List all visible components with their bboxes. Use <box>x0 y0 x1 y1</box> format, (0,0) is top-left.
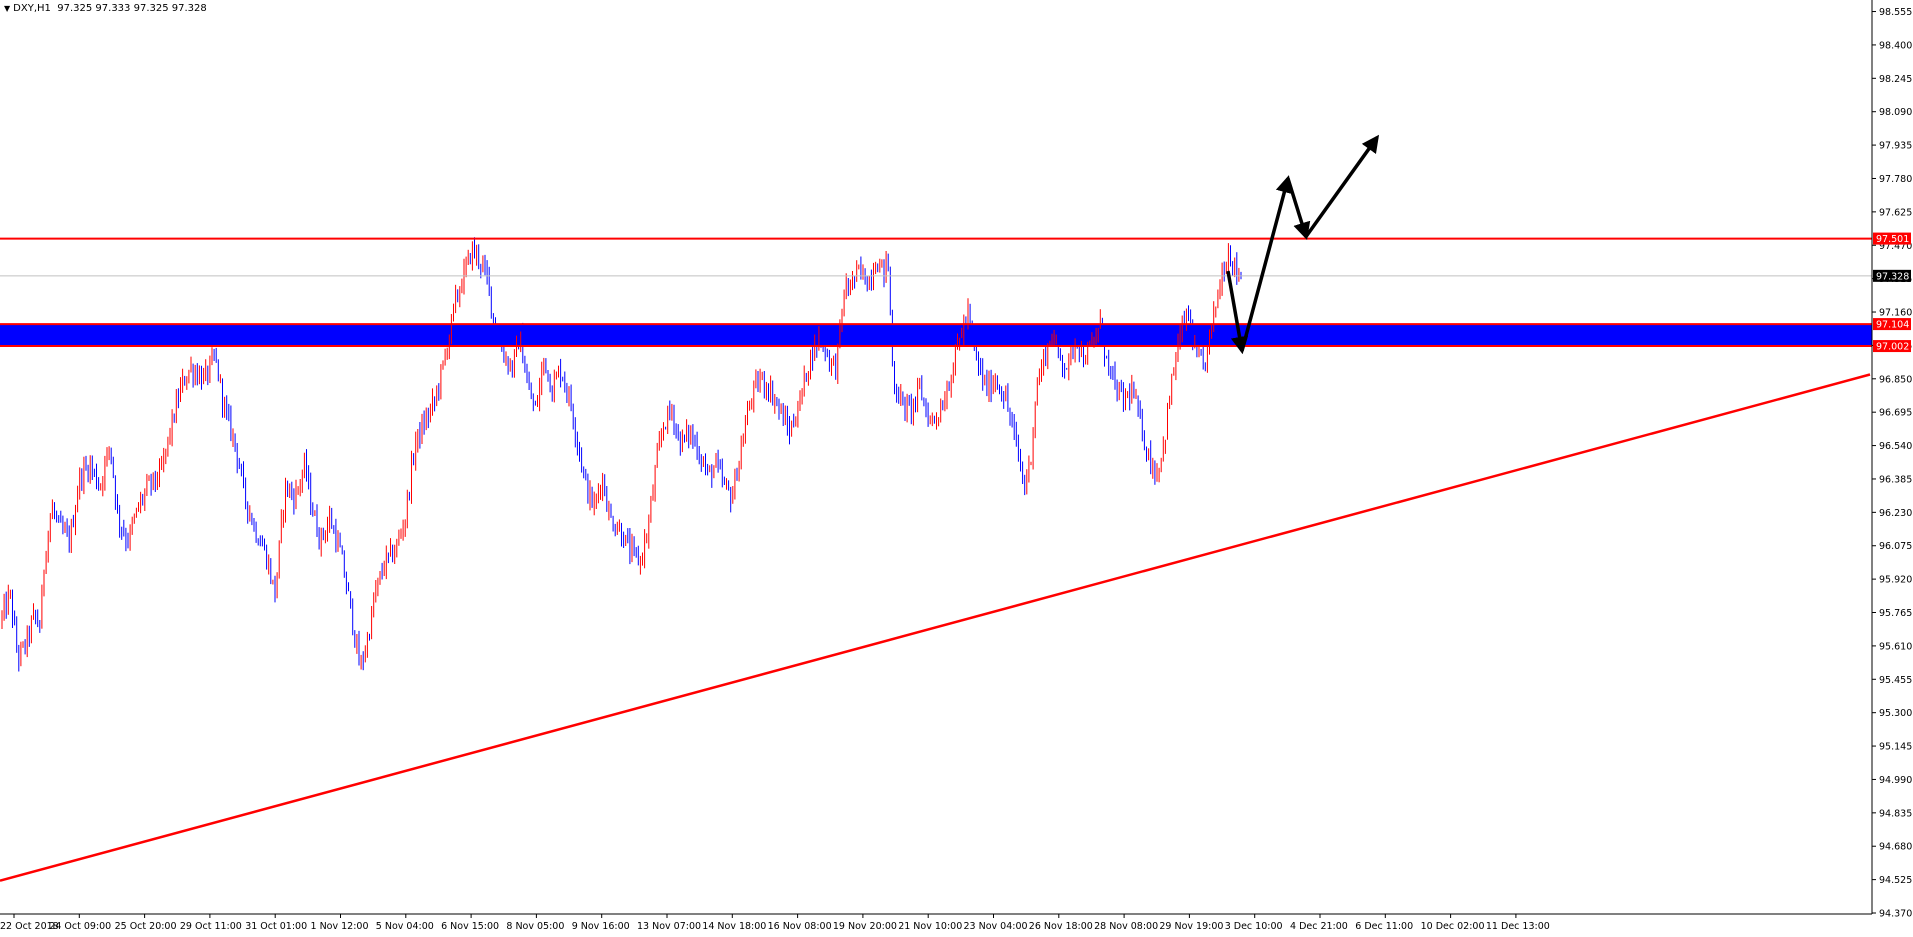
y-tick-label: 96.695 <box>1879 408 1912 419</box>
y-tick-label: 94.525 <box>1879 875 1912 886</box>
zone-layer <box>0 324 1872 347</box>
forecast-arrow-2[interactable] <box>1240 175 1293 352</box>
candles-layer <box>1 237 1242 672</box>
zone-bottom-price-tag-bg <box>1873 340 1911 353</box>
zone-top-price-tag: 97.104 <box>1876 320 1909 331</box>
x-tick-label: 9 Nov 16:00 <box>572 921 630 932</box>
x-tick-label: 19 Nov 20:00 <box>833 921 897 932</box>
y-tick-label: 98.090 <box>1879 107 1912 118</box>
x-tick-label: 4 Dec 21:00 <box>1290 921 1348 932</box>
y-tick-label: 96.230 <box>1879 508 1912 519</box>
x-tick-label: 23 Nov 04:00 <box>964 921 1028 932</box>
x-tick-label: 6 Dec 11:00 <box>1355 921 1413 932</box>
current-price-tag: 97.328 <box>1876 271 1909 282</box>
y-tick-label: 95.610 <box>1879 641 1912 652</box>
y-tick-label: 97.780 <box>1879 174 1912 185</box>
y-tick-label: 95.765 <box>1879 608 1912 619</box>
zone-top-price-tag-bg <box>1873 318 1911 331</box>
y-tick-label: 97.935 <box>1879 141 1912 152</box>
x-tick-label: 25 Oct 20:00 <box>115 921 177 932</box>
x-tick-label: 6 Nov 15:00 <box>441 921 499 932</box>
resistance-price-tag-bg <box>1873 232 1911 245</box>
y-tick-label: 94.680 <box>1879 842 1912 853</box>
y-tick-label: 97.160 <box>1879 308 1912 319</box>
chart-header: ▼ DXY,H1 97.325 97.333 97.325 97.328 <box>4 3 207 14</box>
x-tick-label: 5 Nov 04:00 <box>376 921 434 932</box>
y-tick-label: 94.990 <box>1879 775 1912 786</box>
x-tick-label: 8 Nov 05:00 <box>506 921 564 932</box>
forecast-arrow-4[interactable] <box>1304 134 1380 238</box>
x-tick-label: 26 Nov 18:00 <box>1029 921 1093 932</box>
current-price-tag-bg <box>1873 269 1911 282</box>
y-tick-label: 97.625 <box>1879 207 1912 218</box>
y-tick-label: 96.075 <box>1879 541 1912 552</box>
lines-layer <box>0 237 1872 882</box>
x-tick-label: 29 Oct 11:00 <box>180 921 242 932</box>
y-tick-label: 96.385 <box>1879 474 1912 485</box>
y-tick-label: 95.455 <box>1879 675 1912 686</box>
x-tick-label: 3 Dec 10:00 <box>1225 921 1283 932</box>
x-tick-label: 11 Dec 13:00 <box>1486 921 1550 932</box>
y-tick-label: 97.470 <box>1879 241 1912 252</box>
x-tick-label: 13 Nov 07:00 <box>637 921 701 932</box>
symbol-label: DXY,H1 <box>13 3 51 14</box>
x-tick-label: 21 Nov 10:00 <box>898 921 962 932</box>
x-tick-label: 22 Oct 2018 <box>0 921 59 932</box>
y-tick-label: 98.555 <box>1879 7 1912 18</box>
x-tick-label: 31 Oct 01:00 <box>245 921 307 932</box>
x-tick-label: 24 Oct 09:00 <box>49 921 111 932</box>
y-tick-label: 98.400 <box>1879 40 1912 51</box>
y-tick-label: 95.920 <box>1879 575 1912 586</box>
x-tick-label: 28 Nov 08:00 <box>1094 921 1158 932</box>
y-tick-label: 96.850 <box>1879 374 1912 385</box>
forecast-arrows-layer <box>1226 134 1380 355</box>
collapse-triangle-icon[interactable]: ▼ <box>4 4 11 13</box>
y-tick-label: 94.370 <box>1879 909 1912 920</box>
y-tick-label: 95.300 <box>1879 708 1912 719</box>
forecast-arrow-3[interactable] <box>1286 177 1311 240</box>
x-tick-label: 14 Nov 18:00 <box>702 921 766 932</box>
y-tick-label: 98.245 <box>1879 74 1912 85</box>
x-tick-label: 29 Nov 19:00 <box>1159 921 1223 932</box>
y-tick-label: 96.540 <box>1879 441 1912 452</box>
zone-bottom-price-tag: 97.002 <box>1876 342 1909 353</box>
x-tick-label: 16 Nov 08:00 <box>768 921 832 932</box>
forecast-arrow-1[interactable] <box>1226 270 1249 355</box>
resistance-price-tag: 97.501 <box>1876 234 1909 245</box>
y-tick-label: 95.145 <box>1879 742 1912 753</box>
x-tick-label: 1 Nov 12:00 <box>311 921 369 932</box>
trendline[interactable] <box>0 373 1871 882</box>
zone-rect <box>0 324 1872 347</box>
x-tick-label: 10 Dec 02:00 <box>1421 921 1485 932</box>
ohlc-readout: 97.325 97.333 97.325 97.328 <box>57 3 207 14</box>
y-tick-label: 94.835 <box>1879 808 1912 819</box>
